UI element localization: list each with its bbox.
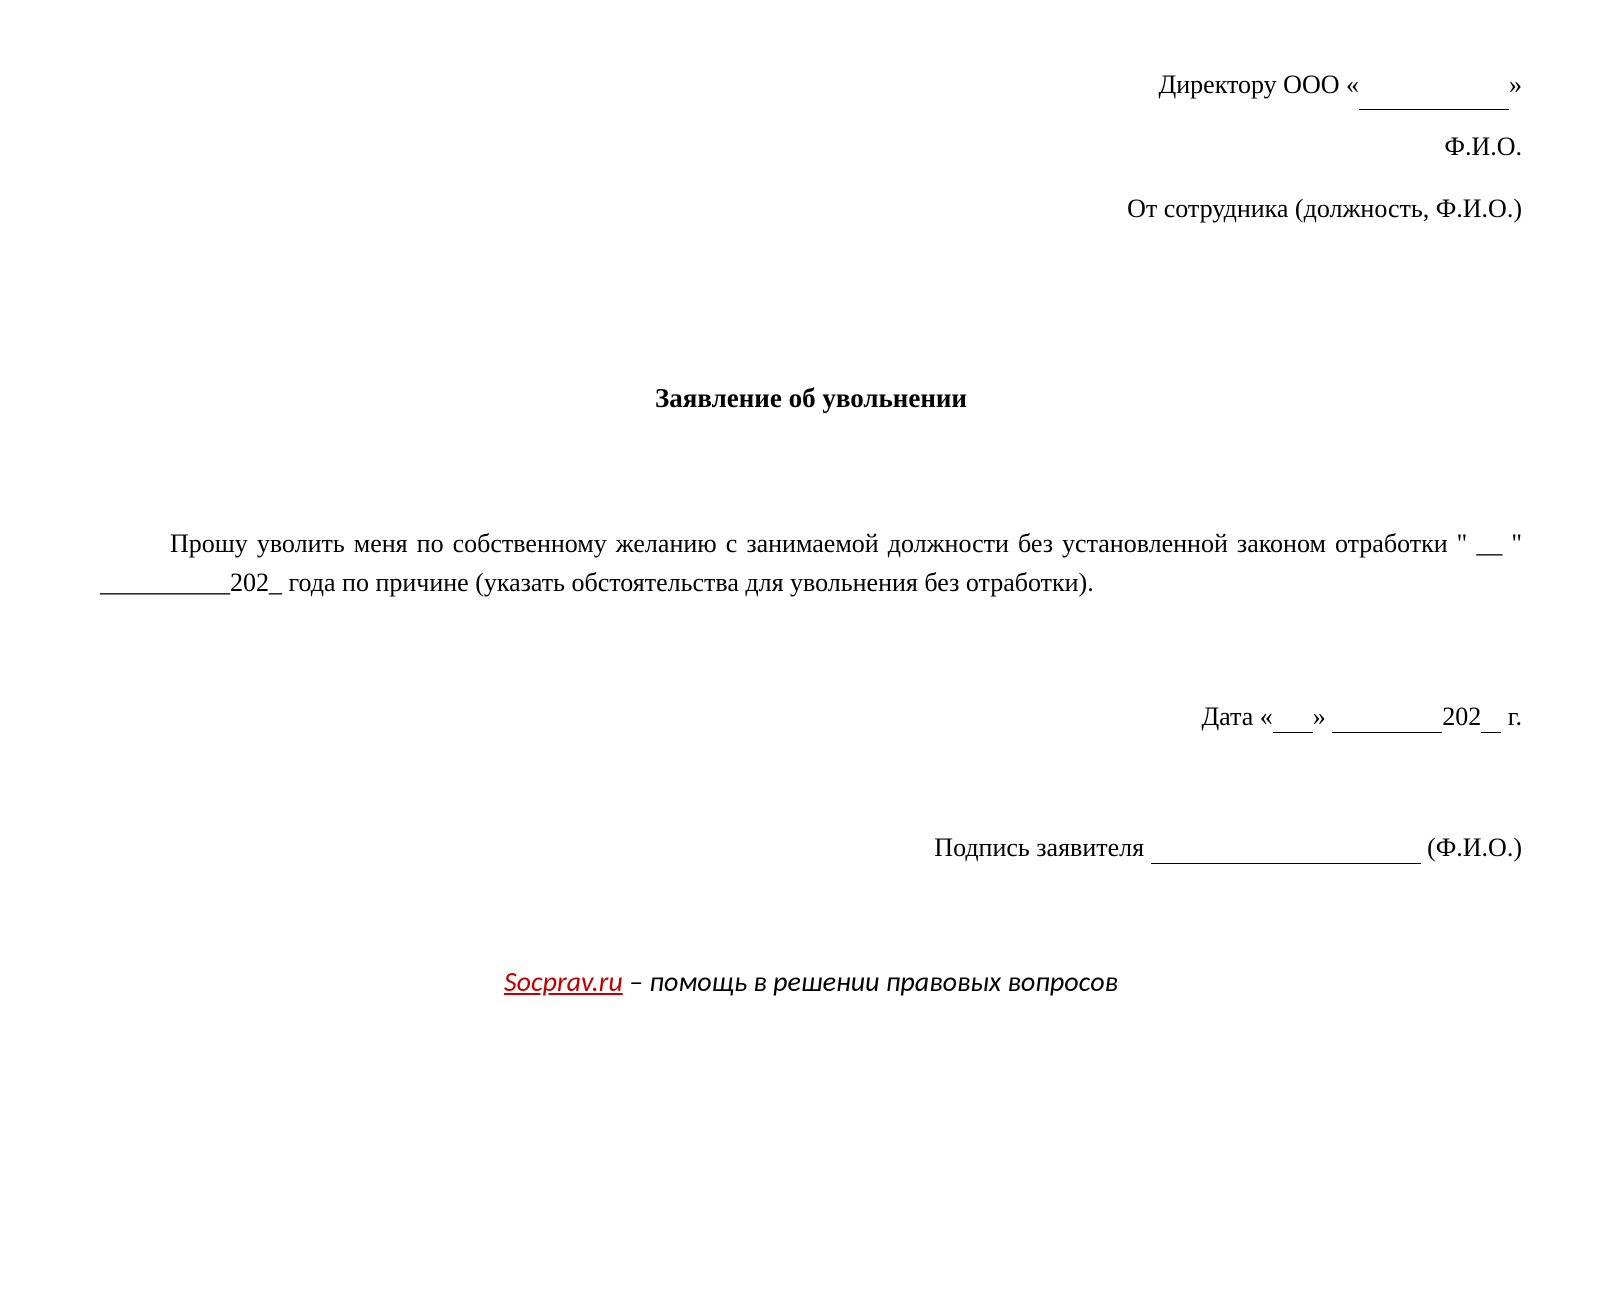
signature-label: Подпись заявителя xyxy=(934,833,1150,862)
fio-label: Ф.И.О. xyxy=(1444,132,1522,161)
footer-text: – помощь в решении правовых вопросов xyxy=(623,964,1118,999)
date-year-prefix: 202 xyxy=(1442,702,1481,731)
date-year-blank xyxy=(1481,702,1501,733)
date-line: Дата « » 202 г. xyxy=(100,702,1522,733)
director-fio-line: Ф.И.О. xyxy=(100,122,1522,171)
signature-blank xyxy=(1151,833,1421,864)
footer-link[interactable]: Socprav.ru xyxy=(504,964,623,999)
from-line: От сотрудника (должность, Ф.И.О.) xyxy=(100,184,1522,233)
body-text: Прошу уволить меня по собственному желан… xyxy=(100,529,1522,597)
document-title: Заявление об увольнении xyxy=(100,383,1522,414)
from-text: От сотрудника (должность, Ф.И.О.) xyxy=(1127,194,1522,223)
signature-fio: (Ф.И.О.) xyxy=(1421,833,1522,862)
director-line: Директору ООО « » xyxy=(100,60,1522,110)
document-footer: Socprav.ru – помощь в решении правовых в… xyxy=(100,964,1522,999)
date-month-blank xyxy=(1332,702,1442,733)
director-prefix: Директору ООО « xyxy=(1159,70,1359,99)
document-body: Прошу уволить меня по собственному желан… xyxy=(100,524,1522,602)
date-suffix: г. xyxy=(1501,702,1522,731)
director-suffix: » xyxy=(1509,70,1522,99)
director-blank xyxy=(1359,60,1509,110)
document-header: Директору ООО « » Ф.И.О. От сотрудника (… xyxy=(100,60,1522,233)
date-prefix: Дата « xyxy=(1201,702,1272,731)
signature-line: Подпись заявителя (Ф.И.О.) xyxy=(100,833,1522,864)
date-day-blank xyxy=(1273,702,1313,733)
date-mid: » xyxy=(1313,702,1333,731)
